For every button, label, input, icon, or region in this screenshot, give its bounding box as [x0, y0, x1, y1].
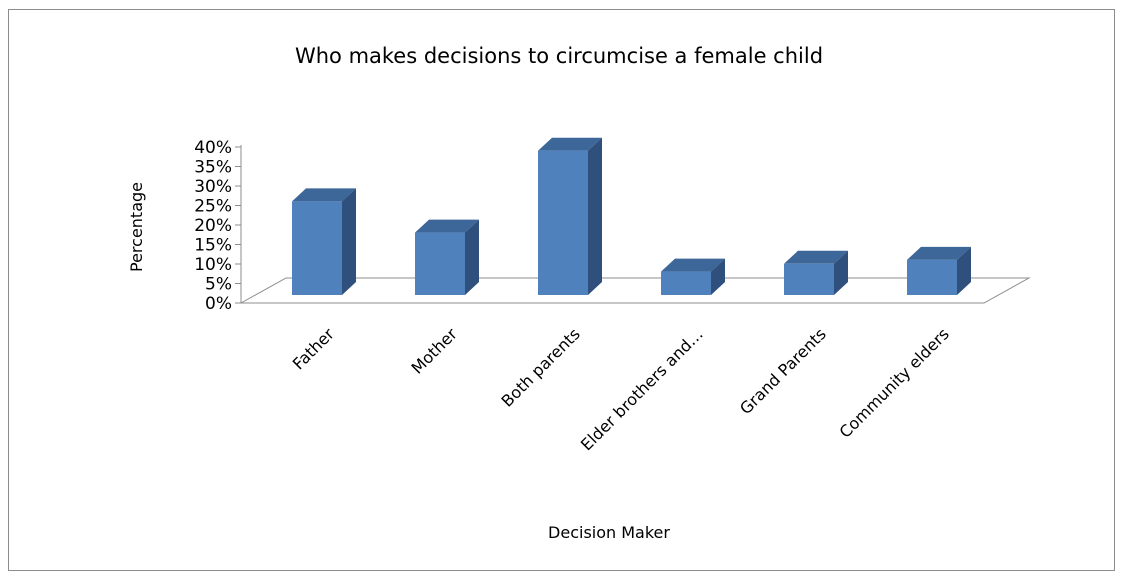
bar-side [342, 188, 356, 295]
x-axis-title: Decision Maker [548, 523, 670, 542]
y-tick-label: 40% [194, 138, 232, 158]
bars [292, 137, 971, 295]
bar [661, 258, 725, 295]
bar-front [292, 201, 342, 295]
y-tick-label: 10% [194, 255, 232, 275]
bar-top [907, 246, 971, 260]
x-tick-label: Grand Parents [736, 324, 830, 418]
x-tick-label: Community elders [836, 324, 953, 441]
chart-title: Who makes decisions to circumcise a fema… [295, 44, 823, 68]
y-tick-label: 15% [194, 236, 232, 256]
bar-top [292, 188, 356, 202]
chart-frame: Who makes decisions to circumcise a fema… [8, 9, 1115, 571]
bar-front [415, 232, 465, 295]
bar-top [784, 250, 848, 264]
bar-top [415, 219, 479, 233]
bar-side [957, 246, 971, 295]
y-tick-label: 25% [194, 197, 232, 217]
bar-side [711, 258, 725, 295]
x-tick-label: Mother [407, 324, 461, 378]
y-tick-label: 20% [194, 216, 232, 236]
y-axis: 0%5%10%15%20%25%30%35%40% [194, 138, 242, 314]
bar-front [538, 150, 588, 295]
x-tick-label: Elder brothers and… [577, 324, 707, 454]
bar-front [661, 271, 711, 295]
bar-front [784, 263, 834, 295]
bar [415, 219, 479, 295]
bar [907, 246, 971, 295]
y-tick-label: 0% [205, 294, 232, 314]
bar [538, 137, 602, 295]
x-tick-label: Father [289, 324, 338, 373]
chart-svg: Who makes decisions to circumcise a fema… [127, 44, 1031, 542]
bar [292, 188, 356, 295]
bar-top [661, 258, 725, 272]
bar-top [538, 137, 602, 151]
bar-side [588, 137, 602, 295]
bar-front [907, 259, 957, 295]
x-tick-label: Both parents [498, 324, 584, 410]
bar-side [834, 250, 848, 295]
y-tick-label: 30% [194, 177, 232, 197]
y-tick-label: 5% [205, 275, 232, 295]
y-tick-label: 35% [194, 158, 232, 178]
bar-side [465, 219, 479, 295]
y-axis-title: Percentage [127, 182, 146, 272]
bar [784, 250, 848, 295]
